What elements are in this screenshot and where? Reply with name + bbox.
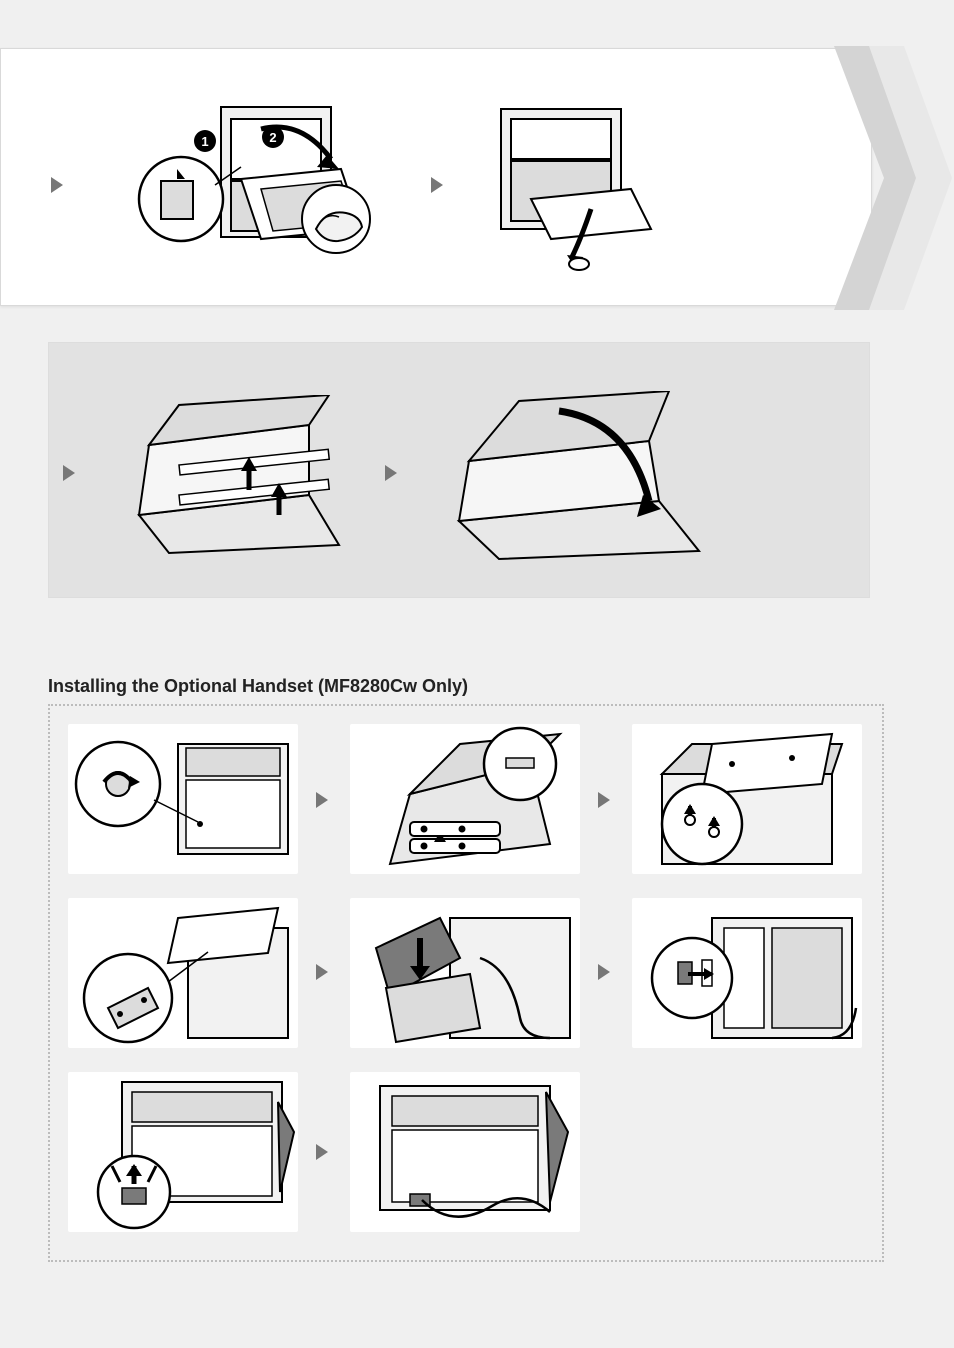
step-arrow-icon xyxy=(385,465,397,481)
step-arrow-icon xyxy=(431,177,443,193)
step-arrow-icon xyxy=(316,964,328,980)
step-arrow-icon xyxy=(63,465,75,481)
page: 1 2 xyxy=(0,0,954,1348)
illustration-icon: 1 2 xyxy=(111,89,371,269)
diagram-handset-6 xyxy=(632,898,862,1048)
handset-steps-box xyxy=(48,704,884,1262)
illustration-icon xyxy=(481,99,671,279)
section-title: Installing the Optional Handset (MF8280C… xyxy=(48,676,468,697)
diagram-handset-4 xyxy=(68,898,298,1048)
diagram-scanner-remove-tape xyxy=(109,395,359,555)
step-arrow-icon xyxy=(51,177,63,193)
illustration-icon xyxy=(439,391,709,561)
diagram-handset-2 xyxy=(350,724,580,874)
illustration-icon xyxy=(68,898,298,1048)
diagram-handset-3 xyxy=(632,724,862,874)
diagram-toner-remove xyxy=(481,99,671,279)
illustration-icon xyxy=(350,898,580,1048)
diagram-toner-load: 1 2 xyxy=(111,89,371,269)
illustration-icon xyxy=(350,724,580,874)
illustration-icon xyxy=(350,1072,580,1232)
illustration-icon xyxy=(68,724,298,874)
illustration-icon xyxy=(109,395,359,555)
diagram-handset-5 xyxy=(350,898,580,1048)
diagram-scanner-close xyxy=(439,391,709,561)
top-banner: 1 2 xyxy=(0,48,872,306)
illustration-icon xyxy=(632,724,862,874)
diagram-handset-1 xyxy=(68,724,298,874)
illustration-icon xyxy=(632,898,862,1048)
step-arrow-icon xyxy=(316,792,328,808)
step-arrow-icon xyxy=(598,792,610,808)
diagram-handset-8 xyxy=(350,1072,580,1232)
callout-1: 1 xyxy=(201,134,208,149)
illustration-icon xyxy=(68,1072,298,1232)
mid-panel xyxy=(48,342,870,598)
callout-2: 2 xyxy=(269,130,276,145)
diagram-handset-7 xyxy=(68,1072,298,1232)
step-arrow-icon xyxy=(598,964,610,980)
step-arrow-icon xyxy=(316,1144,328,1160)
